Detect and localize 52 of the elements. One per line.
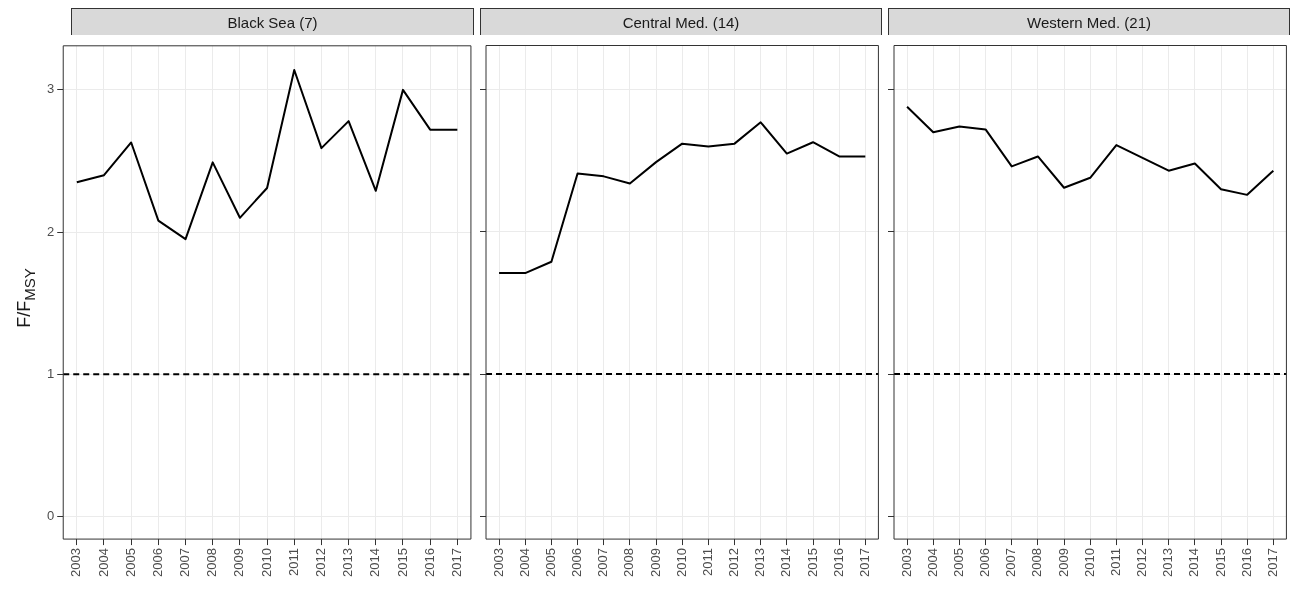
x-tick-label: 2014 — [367, 548, 383, 577]
x-tick-label: 2007 — [1003, 548, 1019, 577]
x-tick-label: 2008 — [621, 548, 637, 577]
x-tick-label: 2006 — [977, 548, 993, 577]
x-tick-label: 2010 — [673, 548, 689, 577]
x-tick-label: 2003 — [68, 548, 84, 577]
x-tick-label: 2003 — [490, 548, 506, 577]
x-tick-label: 2008 — [1029, 548, 1045, 577]
x-tick-label: 2013 — [1160, 548, 1176, 577]
chart-title: Black Sea (7) — [71, 8, 474, 35]
x-tick-label: 2009 — [1055, 548, 1071, 577]
x-tick-label: 2004 — [95, 548, 111, 577]
chart-title: Western Med. (21) — [888, 8, 1290, 35]
x-tick-label: 2008 — [204, 548, 220, 577]
x-tick-label: 2014 — [778, 548, 794, 577]
chart-title: Central Med. (14) — [480, 8, 882, 35]
x-tick-label: 2012 — [726, 548, 742, 577]
x-tick-label: 2006 — [569, 548, 585, 577]
x-tick-label: 2009 — [231, 548, 247, 577]
x-tick-label: 2017 — [856, 548, 872, 577]
x-tick-label: 2005 — [542, 548, 558, 577]
x-tick-label: 2004 — [924, 548, 940, 577]
y-tick-label: 3 — [47, 81, 55, 97]
x-tick-label: 2015 — [394, 548, 410, 577]
x-tick-label: 2005 — [122, 548, 138, 577]
x-tick-label: 2003 — [898, 548, 914, 577]
x-tick-label: 2005 — [950, 548, 966, 577]
x-tick-label: 2012 — [1134, 548, 1150, 577]
x-tick-label: 2007 — [595, 548, 611, 577]
x-tick-label: 2006 — [149, 548, 165, 577]
y-tick-label: 1 — [47, 365, 55, 381]
x-tick-label: 2016 — [1238, 548, 1254, 577]
x-tick-label: 2011 — [1107, 548, 1123, 577]
x-tick-label: 2014 — [1186, 548, 1202, 577]
x-tick-label: 2016 — [830, 548, 846, 577]
x-tick-label: 2011 — [285, 548, 301, 577]
y-tick-label: 2 — [47, 223, 55, 239]
x-tick-label: 2016 — [421, 548, 437, 577]
x-tick-label: 2017 — [448, 548, 464, 577]
x-tick-label: 2009 — [647, 548, 663, 577]
x-tick-label: 2010 — [258, 548, 274, 577]
y-tick-label: 0 — [47, 507, 55, 523]
x-tick-label: 2013 — [340, 548, 356, 577]
x-tick-label: 2011 — [699, 548, 715, 577]
x-tick-label: 2012 — [313, 548, 329, 577]
x-tick-label: 2013 — [752, 548, 768, 577]
x-tick-label: 2015 — [1212, 548, 1228, 577]
x-tick-label: 2007 — [177, 548, 193, 577]
x-tick-label: 2004 — [516, 548, 532, 577]
x-tick-label: 2017 — [1264, 548, 1280, 577]
x-tick-label: 2015 — [804, 548, 820, 577]
x-tick-label: 2010 — [1081, 548, 1097, 577]
